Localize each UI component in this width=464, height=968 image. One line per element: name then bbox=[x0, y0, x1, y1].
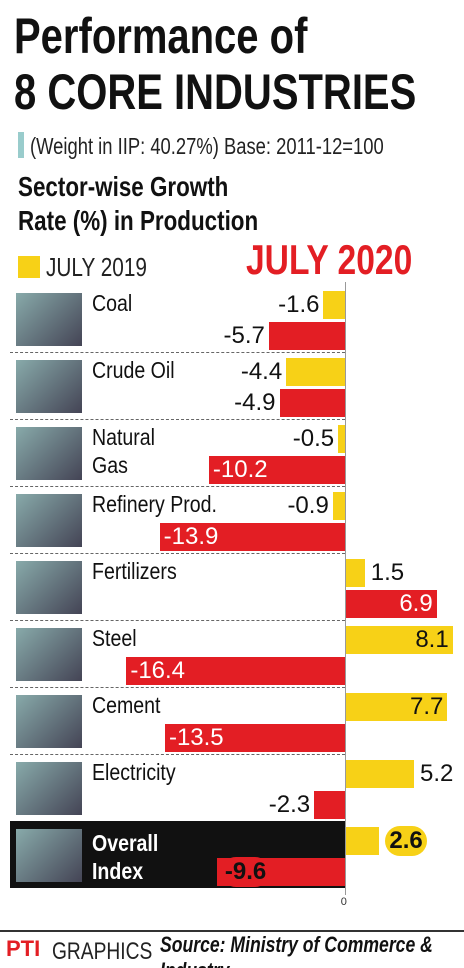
bar bbox=[286, 358, 345, 386]
subtitle: (Weight in IIP: 40.27%) Base: 2011-12=10… bbox=[30, 133, 384, 159]
bar bbox=[344, 590, 437, 618]
bar bbox=[344, 693, 448, 721]
value-label: -2.3 bbox=[268, 791, 311, 818]
bar bbox=[332, 492, 345, 520]
footer-rule bbox=[0, 930, 464, 932]
row-separator bbox=[10, 352, 345, 353]
value-label: -13.9 bbox=[163, 523, 219, 550]
icon bbox=[16, 829, 82, 882]
value-label: -0.9 bbox=[287, 492, 329, 519]
row-separator bbox=[10, 620, 345, 621]
bar bbox=[344, 559, 365, 587]
icon bbox=[16, 293, 82, 346]
value-label: -4.4 bbox=[240, 358, 283, 385]
bar bbox=[344, 626, 453, 654]
legend-label: JULY 2019 bbox=[46, 252, 147, 282]
row-separator bbox=[10, 754, 345, 755]
value-label: 2.6 bbox=[385, 826, 427, 856]
x-tick-label: 0 bbox=[340, 896, 347, 908]
icon bbox=[16, 695, 82, 748]
value-label: -1.6 bbox=[278, 291, 320, 318]
row-separator bbox=[10, 687, 345, 688]
title: Performance of 8 CORE INDUSTRIES bbox=[14, 8, 417, 120]
bar bbox=[314, 791, 345, 819]
value-label: 6.9 bbox=[399, 590, 433, 617]
row-separator bbox=[10, 553, 345, 554]
value-label: 1.5 bbox=[370, 559, 405, 586]
value-label: -16.4 bbox=[130, 657, 186, 684]
value-label: 5.2 bbox=[420, 760, 454, 787]
brand: GRAPHICS bbox=[52, 938, 153, 965]
bar bbox=[208, 456, 345, 484]
value-label: -5.7 bbox=[223, 322, 265, 349]
category-label: Steel bbox=[92, 625, 137, 651]
chart-title: Sector-wise Growth Rate (%) in Productio… bbox=[18, 171, 259, 236]
value-label: -9.6 bbox=[220, 857, 271, 887]
bar bbox=[279, 389, 345, 417]
value-label: 7.7 bbox=[409, 693, 444, 720]
bar bbox=[338, 425, 345, 453]
icon bbox=[16, 561, 82, 614]
category-label: Cement bbox=[92, 692, 161, 718]
value-label: 8.1 bbox=[415, 626, 449, 653]
value-label: -4.9 bbox=[234, 389, 276, 416]
value-label: -13.5 bbox=[168, 724, 224, 751]
row-separator bbox=[10, 419, 345, 420]
icon bbox=[16, 762, 82, 815]
legend-swatch bbox=[18, 256, 40, 278]
bar bbox=[268, 322, 345, 350]
value-label: -0.5 bbox=[292, 425, 335, 452]
zero-line bbox=[344, 282, 346, 895]
logo: PTI bbox=[6, 936, 41, 961]
icon bbox=[16, 427, 82, 480]
bar bbox=[344, 827, 380, 855]
category-label: Crude Oil bbox=[92, 357, 175, 383]
category-label: Refinery Prod. bbox=[92, 491, 217, 517]
row-separator bbox=[10, 486, 345, 487]
bar bbox=[323, 291, 345, 319]
value-label: -10.2 bbox=[212, 456, 268, 483]
category-label: Natural Gas bbox=[92, 424, 156, 478]
source: Source: Ministry of Commerce & Industry bbox=[160, 932, 433, 968]
bar bbox=[126, 657, 345, 685]
icon bbox=[16, 360, 82, 413]
category-label: Coal bbox=[92, 290, 133, 316]
category-label: Fertilizers bbox=[92, 558, 177, 584]
accent-bar bbox=[18, 132, 24, 158]
icon bbox=[16, 494, 82, 547]
bar bbox=[164, 724, 345, 752]
icon bbox=[16, 628, 82, 681]
bar bbox=[344, 760, 415, 788]
legend-label: JULY 2020 bbox=[246, 236, 413, 283]
bar bbox=[159, 523, 345, 551]
category-label: Overall Index bbox=[92, 830, 159, 884]
category-label: Electricity bbox=[92, 759, 176, 785]
